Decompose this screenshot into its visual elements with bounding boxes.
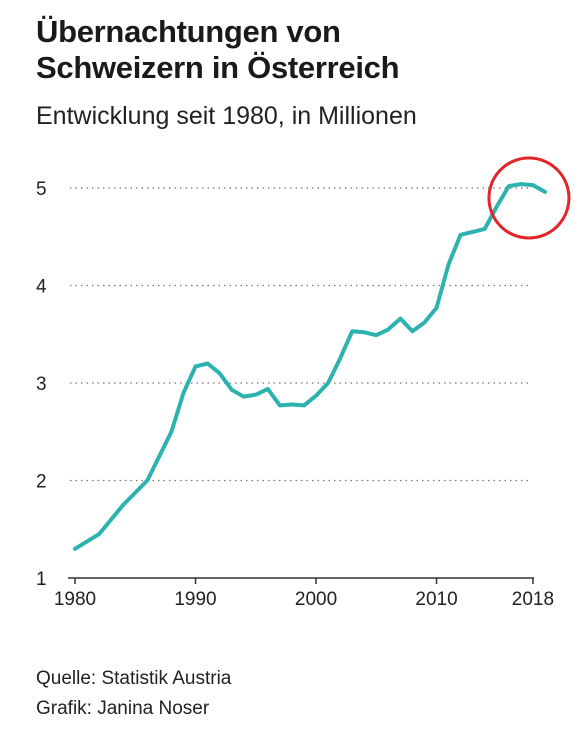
y-tick-label-1: 1 [36,569,47,590]
y-tick-label-4: 4 [36,277,47,298]
title-line-2: Schweizern in Österreich [36,50,400,85]
x-tick-label-1990: 1990 [174,589,216,610]
y-tick-label-3: 3 [36,374,47,395]
x-axis [68,577,534,584]
grid-lines [70,187,532,482]
series-layer [73,182,547,551]
source-block: Quelle: Statistik Austria Grafik: Janina… [36,664,231,724]
y-tick-label-5: 5 [36,179,47,200]
source-text: Quelle: Statistik Austria [36,668,232,689]
x-tick-label-2010: 2010 [415,589,457,610]
title-line-1: Übernachtungen von [36,14,341,49]
y-tick-label-2: 2 [36,472,47,493]
x-axis-tick-labels: 1980 1990 2000 2010 2018 [54,589,554,610]
x-tick-label-2018: 2018 [512,589,554,610]
credit-text: Grafik: Janina Noser [36,698,210,719]
chart-subtitle: Entwicklung seit 1980, in Millionen [36,102,417,130]
x-tick-label-2000: 2000 [295,589,337,610]
chart-title: Übernachtungen von Schweizern in Österre… [36,14,556,86]
y-axis-tick-labels: 1 2 3 4 5 [36,179,47,590]
series-line-0 [73,182,547,551]
x-tick-label-1980: 1980 [54,589,96,610]
line-chart: 1 2 3 4 5 1980 1990 2000 2010 2018 [36,156,571,610]
highlight-layer [487,156,571,240]
highlight-circle [487,156,571,240]
